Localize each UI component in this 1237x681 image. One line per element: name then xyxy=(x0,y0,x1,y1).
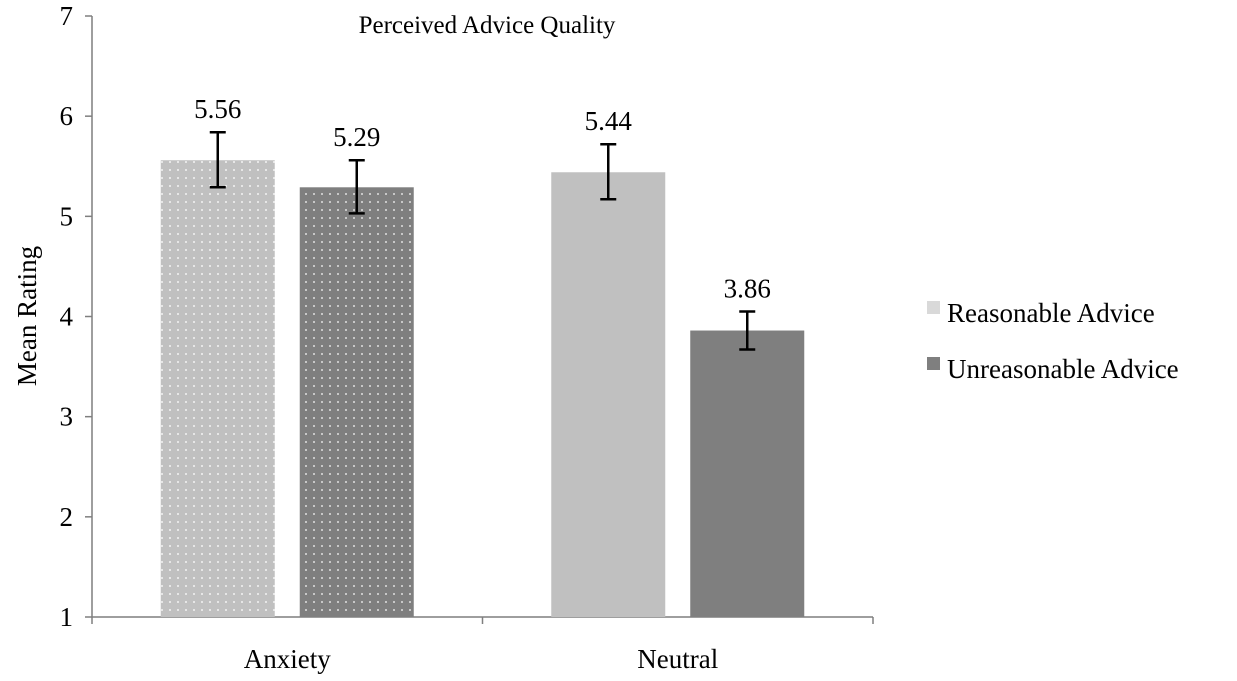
data-label: 5.56 xyxy=(194,94,241,124)
x-category-label: Neutral xyxy=(637,644,718,674)
y-tick-label: 4 xyxy=(60,302,74,332)
y-axis: 1 2 3 4 5 6 7 xyxy=(60,1,93,632)
bars xyxy=(160,160,805,618)
data-label: 5.44 xyxy=(585,106,633,136)
legend-swatch xyxy=(927,357,940,370)
x-category-label: Anxiety xyxy=(244,644,331,674)
bar xyxy=(690,330,805,617)
bar xyxy=(299,187,414,617)
value-labels: 5.56 5.29 5.44 3.86 xyxy=(194,94,771,303)
legend-label: Reasonable Advice xyxy=(947,298,1155,328)
y-tick-label: 3 xyxy=(60,402,74,432)
y-tick-label: 5 xyxy=(60,201,74,231)
y-tick-label: 2 xyxy=(60,502,74,532)
y-axis-title: Mean Rating xyxy=(12,246,42,386)
chart-title: Perceived Advice Quality xyxy=(359,12,616,39)
bar xyxy=(160,160,275,618)
data-label: 3.86 xyxy=(724,273,771,303)
y-tick-label: 6 xyxy=(60,101,74,131)
y-tick-label: 7 xyxy=(60,1,74,31)
legend-label: Unreasonable Advice xyxy=(947,354,1179,384)
y-tick-label: 1 xyxy=(60,602,74,632)
error-bars xyxy=(209,130,756,351)
legend: Reasonable Advice Unreasonable Advice xyxy=(927,298,1179,384)
legend-swatch xyxy=(927,301,940,314)
x-axis: Anxiety Neutral xyxy=(91,616,874,674)
bar xyxy=(551,172,666,617)
data-label: 5.29 xyxy=(333,122,380,152)
